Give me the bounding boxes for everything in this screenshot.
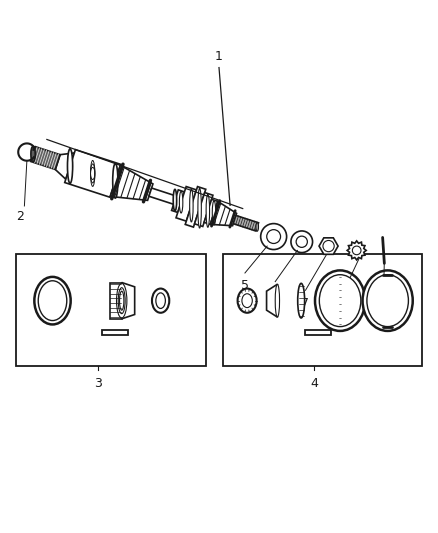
- Polygon shape: [204, 199, 218, 224]
- Ellipse shape: [298, 284, 304, 318]
- Polygon shape: [176, 187, 197, 221]
- Polygon shape: [347, 241, 366, 260]
- Text: 8: 8: [336, 305, 344, 318]
- Text: 5: 5: [241, 279, 249, 293]
- Polygon shape: [210, 201, 237, 225]
- Polygon shape: [185, 187, 206, 227]
- Ellipse shape: [256, 223, 258, 231]
- Text: 7: 7: [301, 297, 310, 310]
- Ellipse shape: [267, 230, 281, 244]
- Polygon shape: [122, 282, 134, 319]
- Ellipse shape: [206, 195, 209, 227]
- Ellipse shape: [212, 201, 216, 225]
- Ellipse shape: [190, 189, 193, 222]
- Ellipse shape: [38, 281, 67, 320]
- Text: 3: 3: [94, 377, 102, 390]
- Polygon shape: [110, 165, 153, 200]
- Polygon shape: [149, 188, 176, 204]
- Polygon shape: [319, 238, 338, 254]
- Ellipse shape: [323, 240, 334, 252]
- Polygon shape: [31, 147, 60, 169]
- Ellipse shape: [117, 284, 127, 318]
- Polygon shape: [55, 153, 74, 179]
- Ellipse shape: [319, 274, 361, 327]
- Ellipse shape: [113, 164, 118, 198]
- Ellipse shape: [118, 288, 125, 313]
- Polygon shape: [233, 215, 258, 231]
- Ellipse shape: [198, 188, 201, 228]
- Polygon shape: [194, 192, 213, 227]
- Ellipse shape: [173, 189, 177, 211]
- Ellipse shape: [68, 152, 72, 180]
- Ellipse shape: [242, 294, 252, 308]
- Ellipse shape: [152, 288, 169, 313]
- Ellipse shape: [34, 277, 71, 325]
- Ellipse shape: [291, 231, 313, 253]
- Text: 9: 9: [379, 314, 387, 327]
- Ellipse shape: [156, 293, 166, 309]
- Polygon shape: [102, 329, 128, 335]
- Ellipse shape: [31, 146, 35, 162]
- Polygon shape: [267, 284, 277, 317]
- Polygon shape: [172, 190, 184, 213]
- Ellipse shape: [363, 270, 413, 331]
- Ellipse shape: [120, 291, 124, 310]
- Ellipse shape: [237, 288, 257, 313]
- Polygon shape: [305, 329, 332, 335]
- Ellipse shape: [67, 149, 73, 183]
- Ellipse shape: [261, 223, 286, 249]
- Ellipse shape: [275, 284, 279, 317]
- Polygon shape: [65, 150, 120, 197]
- Text: 4: 4: [310, 377, 318, 390]
- Text: 1: 1: [215, 50, 223, 63]
- Bar: [223, 254, 422, 366]
- Bar: [16, 254, 206, 366]
- Ellipse shape: [352, 246, 361, 255]
- Ellipse shape: [180, 191, 183, 213]
- Ellipse shape: [367, 274, 408, 327]
- Text: 2: 2: [16, 211, 24, 223]
- Ellipse shape: [296, 236, 307, 247]
- Text: 6: 6: [271, 288, 279, 301]
- Polygon shape: [110, 282, 122, 319]
- Ellipse shape: [315, 270, 365, 331]
